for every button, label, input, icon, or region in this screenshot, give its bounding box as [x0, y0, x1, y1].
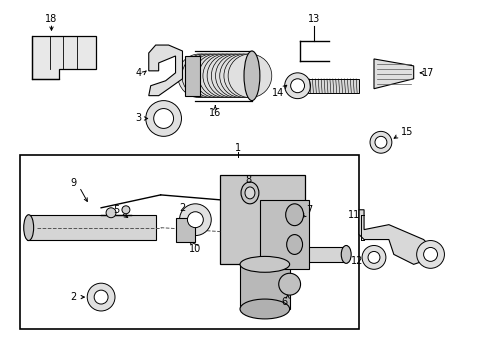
Circle shape: [106, 208, 116, 218]
Ellipse shape: [240, 256, 289, 272]
Text: 8: 8: [244, 175, 250, 185]
Text: 12: 12: [350, 256, 363, 266]
Circle shape: [207, 54, 250, 98]
Polygon shape: [373, 59, 413, 89]
Ellipse shape: [286, 235, 302, 255]
Text: 13: 13: [308, 14, 320, 24]
Ellipse shape: [285, 204, 303, 226]
Circle shape: [182, 54, 225, 98]
Text: 18: 18: [45, 14, 58, 24]
Ellipse shape: [341, 246, 350, 264]
Ellipse shape: [240, 299, 289, 319]
Bar: [307, 79, 358, 93]
Text: 6: 6: [281, 297, 287, 307]
Circle shape: [290, 79, 304, 93]
Ellipse shape: [241, 182, 258, 204]
Text: 1: 1: [235, 143, 241, 153]
Ellipse shape: [24, 215, 34, 240]
Bar: [220, 175, 304, 264]
Ellipse shape: [244, 51, 259, 100]
Circle shape: [423, 247, 437, 261]
Bar: [20, 155, 358, 329]
Circle shape: [186, 54, 229, 98]
Text: 11: 11: [347, 210, 360, 220]
Polygon shape: [32, 36, 96, 79]
Circle shape: [224, 54, 267, 98]
Text: 16: 16: [209, 108, 221, 117]
Bar: [259, 200, 309, 269]
Bar: [185, 56, 200, 96]
Circle shape: [177, 54, 221, 98]
Text: 10: 10: [189, 244, 201, 255]
Polygon shape: [358, 210, 433, 264]
Circle shape: [284, 73, 310, 99]
Circle shape: [153, 109, 173, 129]
Polygon shape: [148, 45, 182, 96]
Circle shape: [187, 212, 203, 228]
Bar: [27, 215, 155, 239]
Ellipse shape: [244, 187, 254, 199]
Circle shape: [94, 290, 108, 304]
Circle shape: [211, 54, 254, 98]
Text: 3: 3: [136, 113, 142, 123]
Text: 2: 2: [70, 292, 76, 302]
Text: 5: 5: [113, 205, 119, 215]
Text: 14: 14: [271, 88, 284, 98]
Circle shape: [219, 54, 263, 98]
Circle shape: [179, 204, 211, 235]
Circle shape: [145, 100, 181, 136]
Circle shape: [190, 54, 234, 98]
Text: 9: 9: [70, 178, 76, 188]
Circle shape: [215, 54, 259, 98]
Circle shape: [180, 61, 210, 91]
Circle shape: [203, 54, 246, 98]
Bar: [240, 264, 289, 309]
Circle shape: [416, 240, 444, 268]
Ellipse shape: [278, 273, 300, 295]
Circle shape: [198, 54, 242, 98]
Circle shape: [87, 283, 115, 311]
Circle shape: [361, 246, 385, 269]
Circle shape: [369, 131, 391, 153]
Text: 7: 7: [306, 205, 312, 215]
Bar: [175, 218, 195, 242]
Text: 2: 2: [179, 203, 185, 213]
Text: 15: 15: [400, 127, 412, 138]
Bar: [284, 247, 346, 262]
Circle shape: [374, 136, 386, 148]
Circle shape: [122, 206, 130, 214]
Circle shape: [228, 54, 271, 98]
Text: 17: 17: [422, 68, 434, 78]
Circle shape: [367, 251, 379, 264]
Circle shape: [194, 54, 238, 98]
Text: 4: 4: [136, 68, 142, 78]
